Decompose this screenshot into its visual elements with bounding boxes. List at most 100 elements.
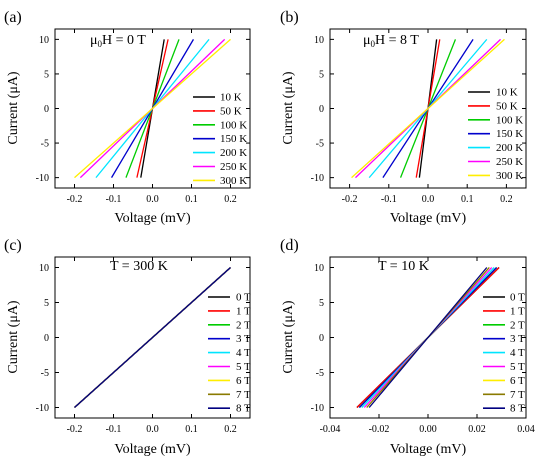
x-tick-label: 0.0 — [146, 424, 159, 435]
x-tick-label: 0.0 — [146, 194, 159, 205]
y-tick-label: 0 — [44, 333, 49, 344]
y-tick-label: -10 — [311, 403, 324, 414]
y-tick-label: -5 — [316, 139, 324, 150]
annotation-main: μ — [90, 33, 98, 48]
annotation-rest: H = 8 T — [375, 33, 419, 48]
panel-annotation: T = 10 K — [378, 259, 429, 274]
x-tick-label: -0.2 — [67, 194, 83, 205]
legend-label: 10 K — [220, 92, 242, 104]
x-tick-label: 0.2 — [224, 424, 237, 435]
legend-label: 10 K — [496, 87, 518, 99]
annotation-main: μ — [363, 33, 371, 48]
x-tick-label: -0.04 — [320, 424, 341, 435]
y-tick-label: 0 — [44, 104, 49, 115]
y-tick-label: 0 — [319, 104, 324, 115]
legend-label: 50 K — [496, 100, 518, 112]
y-axis-label: Current (μA) — [281, 300, 296, 374]
x-tick-label: 0.1 — [461, 194, 474, 205]
series-lines — [356, 267, 500, 408]
legend-label: 4 T — [236, 347, 251, 359]
legend-label: 2 T — [510, 319, 525, 331]
y-axis-label: Current (μA) — [6, 300, 21, 374]
x-tick-label: 0.2 — [500, 194, 513, 205]
x-axis-label: Voltage (mV) — [114, 442, 191, 457]
legend-label: 7 T — [510, 389, 525, 401]
legend-label: 200 K — [496, 142, 523, 154]
panel-annotation: μ0H = 0 T — [90, 33, 146, 49]
legend-label: 300 K — [496, 170, 523, 182]
y-tick-label: 10 — [314, 263, 324, 274]
legend-label: 8 T — [510, 403, 525, 415]
legend-label: 250 K — [220, 161, 247, 173]
legend-label: 1 T — [510, 305, 525, 317]
panel-label: (d) — [280, 237, 299, 254]
legend-label: 5 T — [236, 361, 251, 373]
x-tick-label: -0.2 — [67, 424, 83, 435]
x-tick-label: -0.02 — [369, 424, 390, 435]
x-axis-label: Voltage (mV) — [390, 211, 467, 226]
series-line-8t — [74, 267, 231, 408]
series-line-300k — [351, 38, 505, 179]
legend-label: 1 T — [236, 305, 251, 317]
legend-label: 100 K — [220, 119, 247, 131]
panel-annotation: T = 300 K — [110, 259, 168, 274]
annotation-rest: H = 0 T — [102, 33, 146, 48]
x-tick-label: 0.04 — [517, 424, 535, 435]
panel-b: (b) -0.2 -0.1 0.0 0.1 0.2 -10 -5 0 5 10 Voltage (mV… — [280, 9, 527, 226]
legend-label: 5 T — [510, 361, 525, 373]
y-tick-label: -10 — [311, 173, 324, 184]
panel-d: (d) -0.04 -0.02 0.00 0.02 0.04 -10 -5 0 5 10 Voltag… — [280, 237, 535, 457]
x-tick-label: -0.1 — [106, 424, 122, 435]
x-tick-label: 0.0 — [422, 194, 435, 205]
x-tick-label: 0.02 — [468, 424, 486, 435]
y-tick-label: -5 — [316, 368, 324, 379]
x-tick-label: 0.2 — [224, 194, 237, 205]
legend-label: 6 T — [510, 375, 525, 387]
series-line-300k — [74, 38, 231, 179]
panel-a: (a) -0.2 -0.1 0.0 0.1 0.2 -10 -5 0 5 10 Voltage (mV… — [4, 9, 251, 226]
legend-label: 3 T — [510, 333, 525, 345]
series-lines — [74, 267, 231, 408]
legend-label: 250 K — [496, 156, 523, 168]
x-tick-label: 0.1 — [185, 194, 198, 205]
y-tick-label: 10 — [314, 35, 324, 46]
y-tick-label: -5 — [41, 368, 49, 379]
legend-label: 150 K — [220, 133, 247, 145]
panel-label: (b) — [280, 9, 299, 26]
legend-label: 4 T — [510, 347, 525, 359]
y-tick-label: 0 — [319, 333, 324, 344]
x-tick-label: 0.00 — [419, 424, 437, 435]
legend-label: 7 T — [236, 389, 251, 401]
y-tick-label: 5 — [319, 69, 324, 80]
legend-label: 3 T — [236, 333, 251, 345]
annotation-subscript: 0 — [371, 39, 376, 49]
panel-c: (c) -0.2 -0.1 0.0 0.1 0.2 -10 -5 0 5 10 Voltage (mV… — [4, 237, 251, 457]
legend: 10 K50 K 100 K 150 K 200 K 250 K 300 K — [193, 92, 247, 187]
x-axis-label: Voltage (mV) — [114, 211, 191, 226]
panel-label: (c) — [4, 237, 22, 254]
legend-label: 200 K — [220, 147, 247, 159]
annotation-main: T = 10 K — [378, 259, 429, 274]
x-tick-label: -0.1 — [106, 194, 122, 205]
legend-label: 50 K — [220, 105, 242, 117]
x-axis-label: Voltage (mV) — [390, 442, 467, 457]
y-tick-label: 5 — [44, 298, 49, 309]
y-axis-label: Current (μA) — [281, 71, 296, 145]
y-tick-label: -10 — [36, 403, 49, 414]
legend-label: 8 T — [236, 403, 251, 415]
annotation-subscript: 0 — [98, 39, 103, 49]
legend-label: 0 T — [236, 292, 251, 304]
legend-label: 300 K — [220, 175, 247, 187]
legend-label: 2 T — [236, 319, 251, 331]
legend: 0 T1 T 2 T 3 T 4 T 5 T 6 T 7 T 8 T — [483, 292, 525, 415]
y-tick-label: -5 — [41, 139, 49, 150]
y-tick-label: 10 — [39, 263, 49, 274]
series-lines — [351, 38, 505, 179]
series-line-8t — [368, 267, 488, 408]
legend: 10 K50 K 100 K 150 K 200 K 250 K 300 K — [468, 87, 523, 182]
panel-annotation: μ0H = 8 T — [363, 33, 419, 49]
legend-label: 150 K — [496, 128, 523, 140]
x-tick-label: 0.1 — [185, 424, 198, 435]
y-tick-label: 5 — [44, 69, 49, 80]
